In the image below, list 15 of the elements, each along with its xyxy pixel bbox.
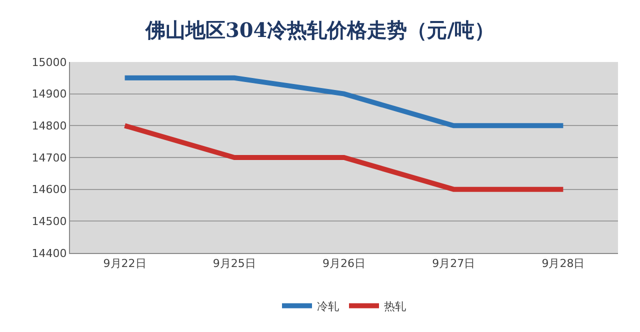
- x-tick-label: 9月25日: [212, 257, 256, 270]
- chart-title: 佛山地区304冷热轧价格走势（元/吨）: [144, 18, 495, 42]
- x-tick-label: 9月26日: [322, 257, 366, 270]
- y-tick-label: 14400: [32, 246, 67, 260]
- legend-label: 热轧: [384, 300, 406, 313]
- y-tick-label: 14700: [32, 151, 67, 164]
- y-tick-label: 14800: [32, 120, 67, 133]
- y-tick-label: 14500: [32, 215, 67, 228]
- x-tick-label: 9月28日: [542, 257, 585, 270]
- y-tick-label: 14900: [32, 88, 67, 101]
- x-tick-label: 9月27日: [432, 257, 476, 270]
- legend-label: 冷轧: [317, 300, 339, 313]
- y-tick-label: 14600: [32, 183, 67, 196]
- y-tick-label: 15000: [32, 56, 67, 69]
- x-tick-label: 9月22日: [103, 257, 146, 270]
